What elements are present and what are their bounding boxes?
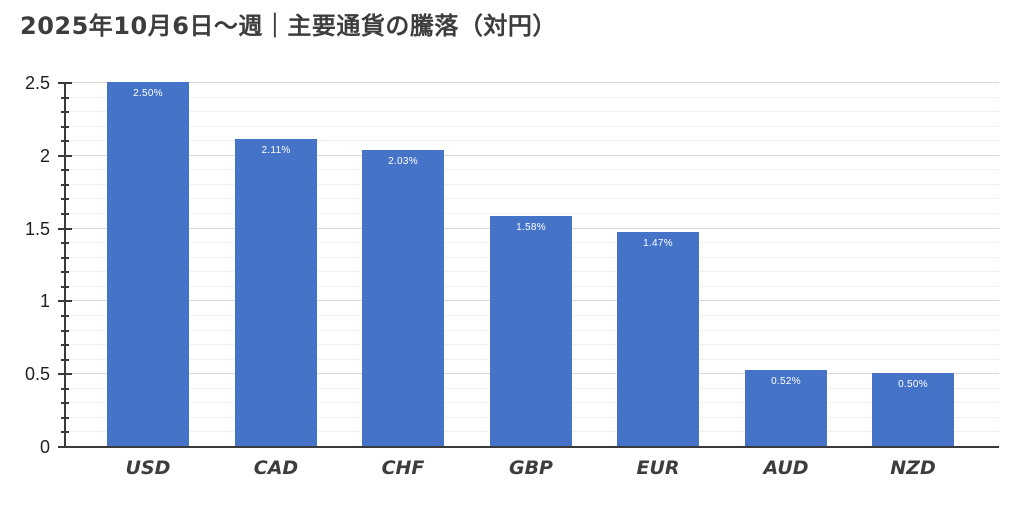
y-minor-tick	[61, 198, 69, 200]
x-category-label-cad: CAD	[253, 457, 299, 479]
y-minor-tick	[61, 315, 69, 317]
y-minor-tick	[61, 111, 69, 113]
y-major-tick	[58, 155, 72, 157]
y-minor-tick	[61, 126, 69, 128]
y-tick-label: 2.5	[24, 73, 50, 93]
bar-value-label: 1.58%	[516, 222, 546, 233]
y-minor-tick	[61, 140, 69, 142]
y-tick-label: 1.5	[24, 219, 50, 239]
y-minor-tick	[61, 344, 69, 346]
minor-gridline	[64, 97, 999, 98]
y-minor-tick	[61, 359, 69, 361]
y-tick-label: 0	[39, 437, 50, 457]
y-minor-tick	[61, 257, 69, 259]
x-category-label-aud: AUD	[763, 457, 809, 479]
y-minor-tick	[61, 388, 69, 390]
bar-value-label: 2.11%	[261, 145, 291, 156]
y-minor-tick	[61, 417, 69, 419]
y-major-tick	[58, 373, 72, 375]
minor-gridline	[64, 140, 999, 141]
chart-title: 2025年10月6日～週｜主要通貨の騰落（対円）	[20, 12, 557, 40]
bar-value-label: 2.03%	[388, 156, 418, 167]
y-tick-label: 1	[39, 291, 50, 311]
bar-nzd: 0.50%	[872, 373, 954, 446]
y-minor-tick	[61, 330, 69, 332]
minor-gridline	[64, 169, 999, 170]
bar-value-label: 2.50%	[133, 88, 163, 99]
y-major-tick	[58, 300, 72, 302]
bar-usd: 2.50%	[107, 82, 189, 446]
y-major-tick	[58, 82, 72, 84]
y-minor-tick	[61, 271, 69, 273]
minor-gridline	[64, 126, 999, 127]
minor-gridline	[64, 111, 999, 112]
x-category-label-chf: CHF	[381, 457, 425, 479]
minor-gridline	[64, 184, 999, 185]
bar-gbp: 1.58%	[490, 216, 572, 446]
bar-cad: 2.11%	[235, 139, 317, 446]
bar-aud: 0.52%	[745, 370, 827, 446]
y-major-tick	[58, 228, 72, 230]
major-gridline	[64, 155, 999, 156]
y-axis	[64, 82, 66, 448]
minor-gridline	[64, 198, 999, 199]
y-minor-tick	[61, 431, 69, 433]
y-minor-tick	[61, 169, 69, 171]
minor-gridline	[64, 213, 999, 214]
y-minor-tick	[61, 286, 69, 288]
bar-value-label: 0.52%	[771, 376, 801, 387]
major-gridline	[64, 82, 999, 83]
bar-eur: 1.47%	[617, 232, 699, 446]
y-tick-label: 2	[39, 146, 50, 166]
y-minor-tick	[61, 402, 69, 404]
x-category-label-eur: EUR	[636, 457, 680, 479]
y-minor-tick	[61, 213, 69, 215]
y-minor-tick	[61, 242, 69, 244]
x-category-label-usd: USD	[125, 457, 171, 479]
bar-chf: 2.03%	[362, 150, 444, 446]
bar-value-label: 1.47%	[643, 238, 673, 249]
y-minor-tick	[61, 97, 69, 99]
y-minor-tick	[61, 184, 69, 186]
x-category-label-nzd: NZD	[890, 457, 936, 479]
bar-value-label: 0.50%	[898, 379, 928, 390]
y-tick-label: 0.5	[24, 364, 50, 384]
x-axis	[64, 446, 999, 448]
x-category-label-gbp: GBP	[508, 457, 553, 479]
